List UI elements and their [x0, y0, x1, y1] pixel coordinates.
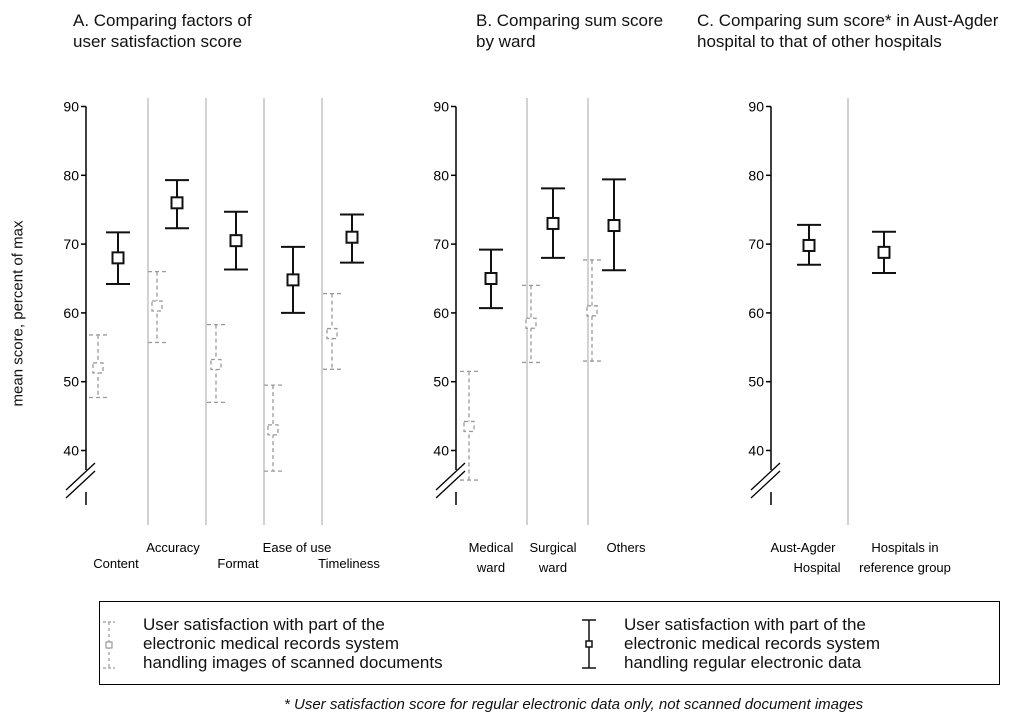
- panel-1-category-label: Surgical: [530, 540, 577, 555]
- panel-0-scanned-errorbar-0-mean-marker: [92, 362, 104, 374]
- panel-1-category-label: Medical: [469, 540, 514, 555]
- panel-0-scanned-errorbar-3-mean-marker: [267, 424, 279, 436]
- legend-electronic-label: User satisfaction with part of the elect…: [624, 615, 881, 672]
- panel-0-ytick-label: 50: [63, 374, 79, 390]
- panel-2-ytick-label: 70: [748, 236, 764, 252]
- panel-0-category-label: Timeliness: [318, 556, 380, 571]
- panel-1-electronic-errorbar-1-mean-marker: [546, 216, 560, 230]
- footnote: * User satisfaction score for regular el…: [284, 696, 864, 713]
- panel-1-ytick-label: 50: [433, 374, 449, 390]
- panel-0-electronic-errorbar-4-mean-marker: [345, 230, 359, 244]
- panel-2-electronic-errorbar-0-mean-marker: [802, 238, 816, 252]
- panel-2-category-label: Hospitals in: [871, 540, 938, 555]
- legend-scanned-label: User satisfaction with part of the elect…: [143, 615, 443, 672]
- panel-2-ytick-label: 50: [748, 374, 764, 390]
- panel-0-axis-break-1: [65, 462, 96, 491]
- panel-0-category-label: Content: [93, 556, 139, 571]
- legend-scanned-marker: [105, 641, 113, 649]
- panel-0-electronic-errorbar-2-mean-marker: [229, 234, 243, 248]
- panel-2-electronic-errorbar-1-mean-marker: [877, 245, 891, 259]
- panel-1-electronic-errorbar-2-mean-marker: [607, 219, 621, 233]
- panel-0-electronic-errorbar-0-mean-marker: [111, 251, 125, 265]
- panel-c-title: C. Comparing sum score* in Aust-Agder ho…: [697, 11, 999, 51]
- panel-2-category-label: Hospital: [794, 560, 841, 575]
- panel-a-title: A. Comparing factors of user satisfactio…: [73, 11, 252, 51]
- panel-2-category-label: reference group: [859, 560, 951, 575]
- panel-0-category-label: Ease of use: [263, 540, 332, 555]
- panel-1-category-label: ward: [476, 560, 505, 575]
- panel-0-ytick-label: 70: [63, 236, 79, 252]
- panel-1-ytick-label: 70: [433, 236, 449, 252]
- legend-symbols: [103, 619, 596, 669]
- panel-2-axis-break-2: [750, 470, 781, 499]
- panel-2-ytick-label: 90: [748, 99, 764, 115]
- legend: User satisfaction with part of the elect…: [99, 601, 1000, 685]
- panel-1-ytick-label: 60: [433, 305, 449, 321]
- panel-0-ytick-label: 90: [63, 99, 79, 115]
- panel-1-ytick-label: 80: [433, 167, 449, 183]
- panel-0-electronic-errorbar-1-mean-marker: [170, 196, 184, 210]
- panel-0-scanned-errorbar-2-mean-marker: [210, 358, 222, 371]
- panel-2-category-label: Aust-Agder: [770, 540, 836, 555]
- panel-0-ytick-label: 60: [63, 305, 79, 321]
- panel-1-scanned-errorbar-2-mean-marker: [586, 305, 598, 317]
- panel-1-ytick-label: 90: [433, 99, 449, 115]
- panel-1-scanned-errorbar-1-mean-marker: [525, 317, 537, 329]
- panel-1-ytick-label: 40: [433, 443, 449, 459]
- panel-1-axis-break-2: [435, 470, 466, 499]
- panel-0-ytick-label: 80: [63, 167, 79, 183]
- panel-b-title: B. Comparing sum score by ward: [476, 11, 664, 51]
- panel-0-ytick-label: 40: [63, 443, 79, 459]
- panel-0-category-label: Format: [217, 556, 259, 571]
- y-axis-label: mean score, percent of max: [9, 220, 27, 407]
- panel-1-axis-break-1: [435, 462, 466, 491]
- panel-2-ytick-label: 40: [748, 443, 764, 459]
- panel-0-axis-break-2: [65, 470, 96, 499]
- panel-0-scanned-errorbar-4-mean-marker: [326, 327, 338, 340]
- panel-2-ytick-label: 60: [748, 305, 764, 321]
- legend-electronic-marker: [585, 640, 593, 648]
- panel-1-electronic-errorbar-0-mean-marker: [484, 272, 498, 285]
- panel-0-electronic-errorbar-3-mean-marker: [286, 273, 300, 287]
- panel-2-axis-break-1: [750, 462, 781, 491]
- panel-1-scanned-errorbar-0-mean-marker: [463, 420, 475, 433]
- panel-1-category-label: Others: [606, 540, 646, 555]
- panel-1-category-label: ward: [538, 560, 567, 575]
- panel-2-ytick-label: 80: [748, 167, 764, 183]
- panel-0-scanned-errorbar-1-mean-marker: [151, 300, 163, 312]
- panel-0-category-label: Accuracy: [146, 540, 200, 555]
